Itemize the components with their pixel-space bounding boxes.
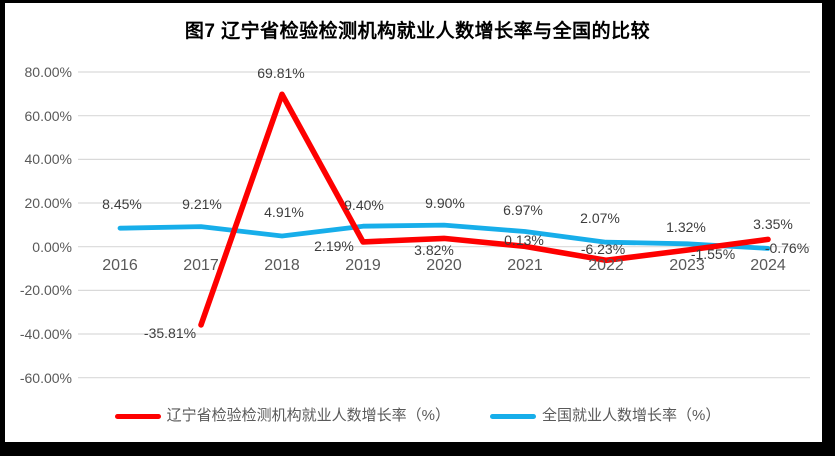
image-border-left — [0, 0, 5, 456]
y-axis-tick-label: 20.00% — [24, 195, 72, 212]
x-axis-label: 2022 — [588, 257, 624, 274]
y-axis-tick-label: -40.00% — [19, 326, 72, 343]
data-label: -35.81% — [143, 324, 197, 341]
y-axis-tick-label: -20.00% — [19, 282, 72, 299]
data-label: 9.90% — [425, 195, 465, 212]
legend-dash-liaoning — [114, 413, 161, 419]
data-label: 8.45% — [102, 196, 142, 213]
y-axis-tick-label: 0.00% — [32, 238, 72, 255]
y-axis-tick-label: 40.00% — [24, 151, 72, 168]
data-label: -6.23% — [580, 241, 626, 258]
legend-label-liaoning: 辽宁省检验检测机构就业人数增长率（%） — [166, 407, 450, 424]
liaoning-series-line — [198, 91, 771, 328]
data-label: 4.91% — [264, 203, 304, 220]
data-label: 3.35% — [753, 216, 793, 233]
y-axis-tick-label: 80.00% — [24, 64, 72, 81]
x-axis-label: 2018 — [264, 257, 300, 274]
legend-item-liaoning: 辽宁省检验检测机构就业人数增长率（%） — [114, 406, 450, 426]
x-axis-label: 2023 — [669, 257, 705, 274]
x-axis-label: 2019 — [345, 257, 381, 274]
y-axis-tick-label: -60.00% — [19, 369, 72, 386]
data-label: 69.81% — [257, 65, 305, 82]
y-axis-tick-label: 60.00% — [24, 107, 72, 124]
national-series-line — [117, 222, 771, 251]
data-label: 2.07% — [580, 210, 620, 227]
data-label: -0.76% — [764, 240, 810, 257]
x-axis-label: 2016 — [102, 257, 138, 274]
legend-dash-national — [490, 413, 536, 419]
data-label: 1.32% — [666, 218, 706, 235]
image-border-top — [0, 0, 835, 3]
chart-legend: 辽宁省检验检测机构就业人数增长率（%） 全国就业人数增长率（%） — [0, 403, 835, 429]
x-axis-label: 2020 — [426, 257, 462, 274]
data-label: 9.40% — [344, 197, 384, 214]
image-border-right — [822, 0, 835, 456]
data-label: 2.19% — [314, 237, 354, 254]
data-label: 9.21% — [182, 195, 222, 212]
x-axis-label: 2017 — [183, 257, 219, 274]
data-label: 0.13% — [504, 232, 544, 249]
data-label: 6.97% — [503, 202, 543, 219]
legend-item-national: 全国就业人数增长率（%） — [490, 406, 720, 426]
x-axis-label: 2021 — [507, 257, 543, 274]
data-label: 3.82% — [414, 242, 454, 259]
data-label: -1.55% — [690, 246, 736, 263]
chart-title: 图7 辽宁省检验检测机构就业人数增长率与全国的比较 — [184, 21, 651, 42]
legend-label-national: 全国就业人数增长率（%） — [542, 407, 721, 424]
image-border-bottom — [0, 442, 835, 456]
x-axis-label: 2024 — [750, 257, 786, 274]
